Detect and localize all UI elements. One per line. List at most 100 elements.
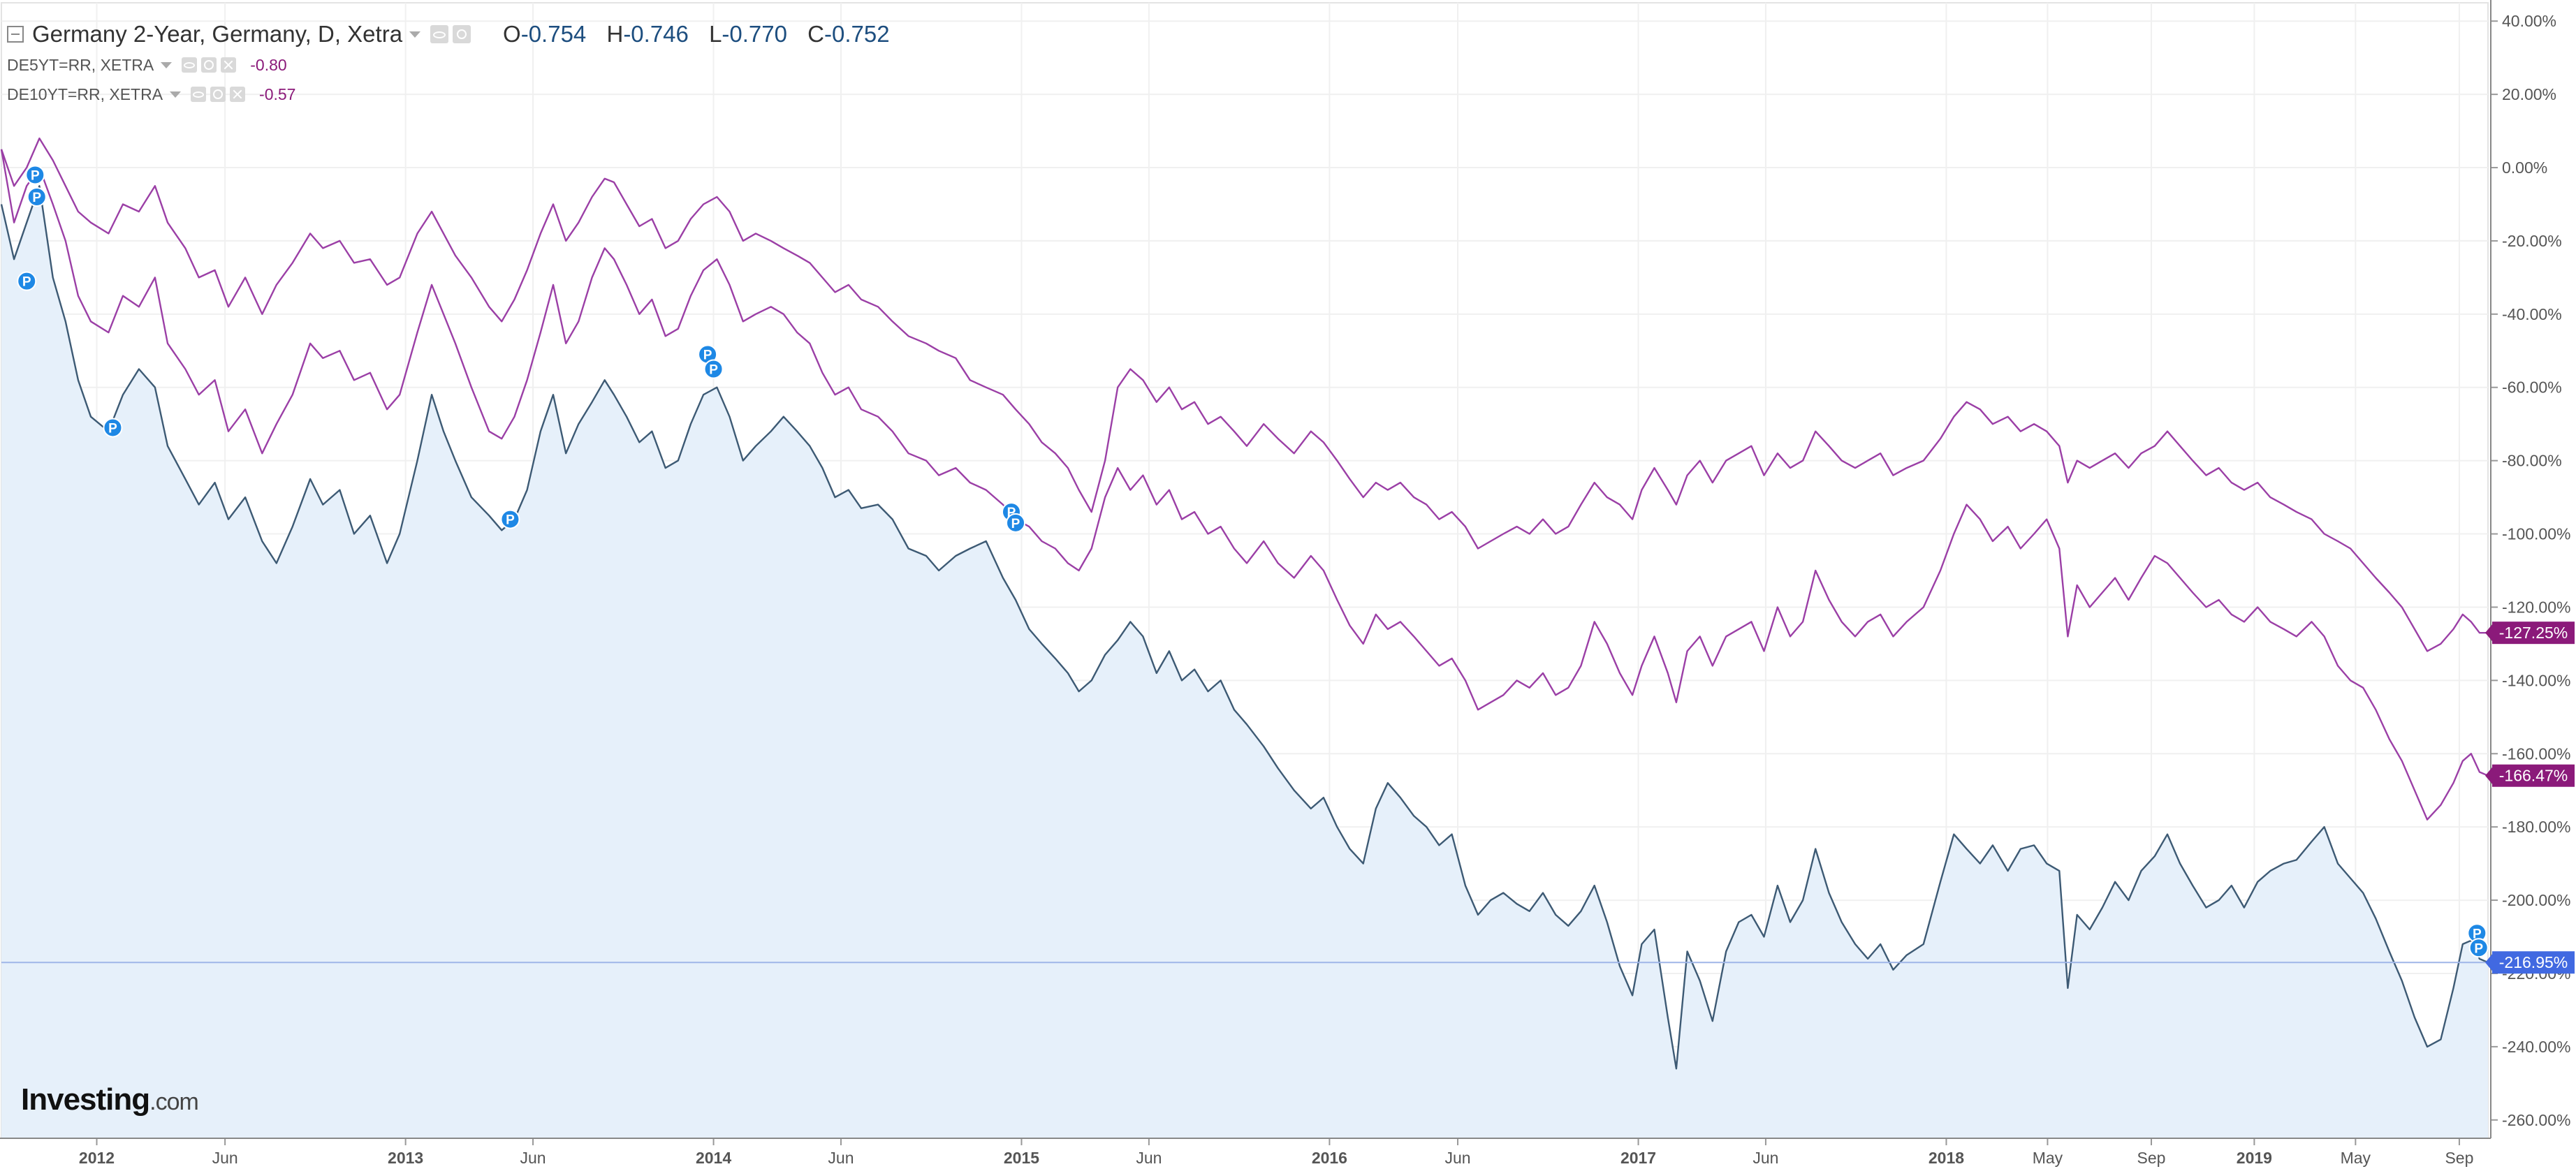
- close-icon[interactable]: [221, 57, 237, 73]
- x-tick-label: Jun: [1752, 1149, 1778, 1167]
- close-icon[interactable]: [230, 87, 246, 102]
- chevron-down-icon[interactable]: [409, 31, 421, 38]
- chart-legend: Germany 2-Year, Germany, D, Xetra O-0.75…: [7, 18, 890, 109]
- event-marker-label: P: [2474, 941, 2483, 956]
- price-badges: -216.95% -166.47% -127.25%: [2485, 622, 2575, 974]
- y-tick-label: -120.00%: [2502, 598, 2570, 616]
- badge-de10y-label: -127.25%: [2499, 624, 2568, 642]
- legend-de5y-title: DE5YT=RR, XETRA: [7, 55, 154, 74]
- low-value: -0.770: [722, 21, 787, 47]
- badge-de2y: [2492, 951, 2575, 974]
- x-tick-label: 2017: [1620, 1149, 1656, 1167]
- series-de2y-line: [0, 185, 2489, 1070]
- y-tick-label: -180.00%: [2502, 818, 2570, 836]
- badge-de10y: [2492, 622, 2575, 645]
- x-tick-label: 2014: [696, 1149, 731, 1167]
- event-marker: [17, 271, 37, 291]
- chevron-down-icon[interactable]: [161, 61, 173, 68]
- event-marker: [500, 509, 520, 529]
- legend-de5y-value: -0.80: [250, 55, 287, 74]
- x-tick-label: 2019: [2237, 1149, 2272, 1167]
- badge-de2y-label: -216.95%: [2499, 953, 2568, 971]
- legend-de10y-value: -0.57: [259, 84, 296, 103]
- x-tick-label: Jun: [1444, 1149, 1470, 1167]
- x-tick-label: Jun: [212, 1149, 238, 1167]
- event-marker: [2468, 938, 2489, 958]
- eye-icon[interactable]: [182, 57, 198, 73]
- event-marker-label: P: [2473, 927, 2482, 941]
- x-tick-label: 2012: [79, 1149, 115, 1167]
- badge-pointer: [2485, 624, 2492, 642]
- legend-de10y[interactable]: DE10YT=RR, XETRA -0.57: [7, 80, 890, 109]
- event-marker-label: P: [108, 421, 117, 436]
- low-label: L: [709, 21, 722, 47]
- chart-series: [0, 137, 2489, 1138]
- event-marker-label: P: [1011, 517, 1020, 531]
- event-marker-label: P: [32, 191, 41, 205]
- series-de5y-line: [0, 149, 2489, 821]
- event-marker: [25, 165, 45, 185]
- x-tick-label: Jun: [1136, 1149, 1162, 1167]
- x-tick-label: 2015: [1004, 1149, 1039, 1167]
- x-tick-label: Sep: [2445, 1149, 2473, 1167]
- y-tick-label: -60.00%: [2502, 378, 2562, 397]
- legend-de10y-title: DE10YT=RR, XETRA: [7, 84, 163, 103]
- badge-de5y-label: -166.47%: [2499, 767, 2568, 785]
- legend-main[interactable]: Germany 2-Year, Germany, D, Xetra O-0.75…: [7, 18, 890, 50]
- x-tick-label: May: [2341, 1149, 2371, 1167]
- x-tick-label: 2018: [1929, 1149, 1964, 1167]
- y-tick-label: 0.00%: [2502, 159, 2547, 177]
- investing-logo: Investing.com: [21, 1082, 199, 1117]
- legend-main-title: Germany 2-Year, Germany, D, Xetra: [32, 21, 403, 47]
- event-marker: [103, 418, 123, 438]
- series-de10y-line: [0, 137, 2488, 652]
- y-tick-label: -20.00%: [2502, 232, 2562, 250]
- collapse-icon[interactable]: [7, 26, 24, 43]
- y-tick-label: -240.00%: [2502, 1038, 2570, 1056]
- y-tick-label: -200.00%: [2502, 891, 2570, 909]
- gear-icon[interactable]: [201, 57, 217, 73]
- event-marker-label: P: [703, 348, 712, 363]
- x-tick-label: Sep: [2137, 1149, 2166, 1167]
- badge-de5y: [2492, 764, 2575, 787]
- chevron-down-icon[interactable]: [170, 91, 182, 98]
- badge-pointer: [2485, 954, 2492, 971]
- event-marker-label: P: [709, 363, 718, 378]
- logo-suffix: .com: [149, 1089, 199, 1115]
- y-tick-label: -160.00%: [2502, 744, 2570, 763]
- x-tick-label: May: [2033, 1149, 2063, 1167]
- y-tick-label: -260.00%: [2502, 1111, 2570, 1129]
- close-label: C: [807, 21, 825, 47]
- x-tick-label: 2013: [388, 1149, 423, 1167]
- event-marker-label: P: [22, 275, 31, 290]
- y-tick-label: -100.00%: [2502, 525, 2570, 543]
- y-tick-label: 20.00%: [2502, 85, 2556, 103]
- event-marker: [703, 359, 724, 379]
- legend-ohlc: O-0.754 H-0.746 L-0.770 C-0.752: [489, 21, 890, 47]
- eye-icon[interactable]: [191, 87, 207, 102]
- x-tick-label: Jun: [520, 1149, 546, 1167]
- eye-icon[interactable]: [430, 25, 449, 43]
- legend-de5y[interactable]: DE5YT=RR, XETRA -0.80: [7, 50, 890, 80]
- event-marker-label: P: [506, 513, 515, 528]
- logo-brand: Investing: [21, 1082, 150, 1117]
- open-value: -0.754: [520, 21, 587, 47]
- gear-icon[interactable]: [210, 87, 226, 102]
- badge-pointer: [2485, 767, 2492, 784]
- high-value: -0.746: [623, 21, 689, 47]
- event-marker: [1006, 513, 1026, 533]
- x-tick-label: Jun: [828, 1149, 854, 1167]
- y-tick-label: 40.00%: [2502, 12, 2556, 30]
- series-de2y-area: [1, 186, 2488, 1138]
- close-value: -0.752: [824, 21, 890, 47]
- high-label: H: [606, 21, 624, 47]
- y-tick-label: -80.00%: [2502, 452, 2562, 470]
- gear-icon[interactable]: [453, 25, 471, 43]
- open-label: O: [503, 21, 521, 47]
- x-tick-label: 2016: [1312, 1149, 1347, 1167]
- y-tick-label: -140.00%: [2502, 671, 2570, 689]
- y-tick-label: -40.00%: [2502, 305, 2562, 323]
- x-axis[interactable]: 2012 Jun 2013 Jun 2014 Jun 2015 Jun 2016 Jun 2017 J…: [0, 1138, 2491, 1167]
